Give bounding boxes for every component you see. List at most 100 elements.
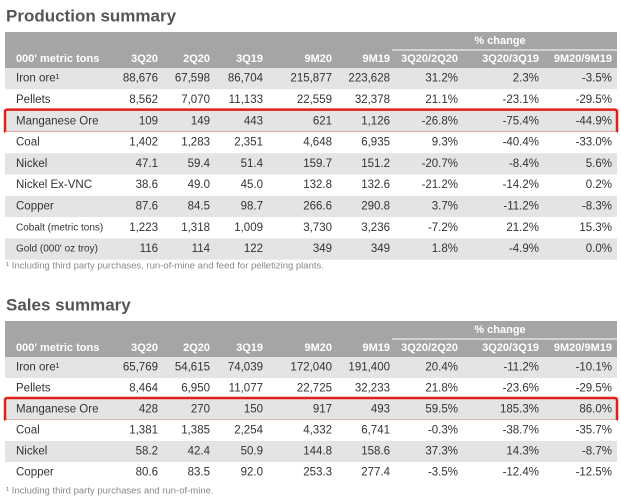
- cell: 290.8: [361, 200, 390, 212]
- cell: 1,381: [129, 425, 158, 437]
- cell: 8,464: [129, 383, 158, 395]
- cell: 2,254: [234, 425, 263, 437]
- cell: 149: [191, 115, 210, 127]
- cell: 917: [313, 404, 332, 416]
- cell: 7,070: [181, 94, 210, 106]
- cell: Copper: [16, 200, 54, 212]
- cell: 4,332: [303, 425, 332, 437]
- column-header: 3Q20: [131, 53, 158, 65]
- cell: 5.6%: [586, 158, 612, 170]
- cell: 122: [244, 243, 263, 255]
- cell: 132.8: [303, 179, 332, 191]
- column-header: 3Q20/2Q20: [401, 53, 458, 65]
- cell: -29.5%: [576, 94, 612, 106]
- cell: -40.4%: [503, 137, 539, 149]
- cell: 2,351: [234, 137, 263, 149]
- cell: 6,950: [181, 383, 210, 395]
- cell: 67,598: [175, 73, 210, 85]
- cell: 1,223: [129, 222, 158, 234]
- cell: 277.4: [361, 467, 390, 479]
- footnote: ¹ Including third party purchases, run-o…: [6, 261, 324, 272]
- cell: 150: [244, 404, 263, 416]
- cell: 21.8%: [425, 383, 458, 395]
- cell: 349: [313, 243, 332, 255]
- row-bg: [5, 357, 617, 378]
- row-bg: [5, 174, 617, 196]
- section-title: Sales summary: [6, 295, 131, 314]
- cell: 15.3%: [579, 222, 612, 234]
- cell: 59.4: [188, 158, 211, 170]
- cell: 223,628: [348, 73, 390, 85]
- column-header: 2Q20: [183, 53, 210, 65]
- cell: -12.5%: [576, 467, 612, 479]
- cell: -3.5%: [582, 73, 612, 85]
- cell: 9.3%: [432, 137, 458, 149]
- cell: 42.4: [188, 446, 211, 458]
- cell: 84.5: [188, 200, 210, 212]
- cell: -10.1%: [576, 362, 612, 374]
- cell: 98.7: [241, 200, 263, 212]
- cell: 266.6: [303, 200, 332, 212]
- column-header: 9M19: [362, 342, 390, 354]
- cell: Copper: [16, 467, 54, 479]
- cell: 11,077: [229, 383, 263, 395]
- cell: 3,236: [361, 222, 390, 234]
- row-bg: [5, 153, 617, 175]
- pct-change-header: % change: [474, 324, 525, 336]
- cell: Manganese Ore: [16, 115, 98, 127]
- cell: 87.6: [136, 200, 158, 212]
- cell: 428: [139, 404, 158, 416]
- cell: -14.2%: [503, 179, 539, 191]
- cell: 3,730: [303, 222, 332, 234]
- cell: 22,725: [297, 383, 332, 395]
- cell: Nickel: [16, 446, 47, 458]
- cell: 6,741: [361, 425, 390, 437]
- row-bg: [5, 217, 617, 239]
- cell: -38.7%: [503, 425, 539, 437]
- cell: 151.2: [361, 158, 390, 170]
- cell: -20.7%: [422, 158, 458, 170]
- column-header: 000' metric tons: [16, 53, 99, 65]
- row-bg: [5, 399, 617, 420]
- cell: 1,283: [181, 137, 210, 149]
- cell: Coal: [16, 425, 40, 437]
- cell: Gold (000' oz troy): [16, 244, 98, 255]
- cell: -12.4%: [503, 467, 539, 479]
- column-header: 9M20/9M19: [554, 342, 612, 354]
- cell: 132.6: [361, 179, 390, 191]
- column-header: 3Q20/2Q20: [401, 342, 458, 354]
- row-bg: [5, 131, 617, 154]
- cell: 92.0: [241, 467, 263, 479]
- row-bg: [5, 89, 617, 111]
- cell: 270: [191, 404, 210, 416]
- cell: -33.0%: [576, 137, 612, 149]
- cell: 80.6: [136, 467, 158, 479]
- cell: Coal: [16, 137, 40, 149]
- cell: 114: [192, 243, 211, 255]
- cell: 21.2%: [506, 222, 539, 234]
- column-header: 9M20: [304, 342, 332, 354]
- cell: 32,378: [355, 94, 390, 106]
- cell: 86.0%: [579, 404, 612, 416]
- cell: 88,676: [123, 73, 158, 85]
- column-header: 3Q20: [131, 342, 158, 354]
- cell: 31.2%: [425, 73, 458, 85]
- cell: -0.3%: [428, 425, 458, 437]
- column-header: 3Q19: [236, 53, 263, 65]
- cell: Cobalt (metric tons): [16, 222, 103, 233]
- column-header: 3Q19: [236, 342, 263, 354]
- row-bg: [5, 441, 617, 462]
- cell: Nickel: [16, 158, 47, 170]
- cell: -4.9%: [509, 243, 539, 255]
- cell: 50.9: [241, 446, 263, 458]
- row-bg: [5, 238, 617, 260]
- cell: -23.6%: [503, 383, 539, 395]
- cell: 185.3%: [500, 404, 539, 416]
- cell: 3.7%: [432, 200, 458, 212]
- cell: 1,385: [181, 425, 210, 437]
- cell: 49.0: [188, 179, 210, 191]
- cell: 621: [313, 115, 332, 127]
- cell: Pellets: [16, 94, 51, 106]
- column-header: 9M20/9M19: [554, 53, 612, 65]
